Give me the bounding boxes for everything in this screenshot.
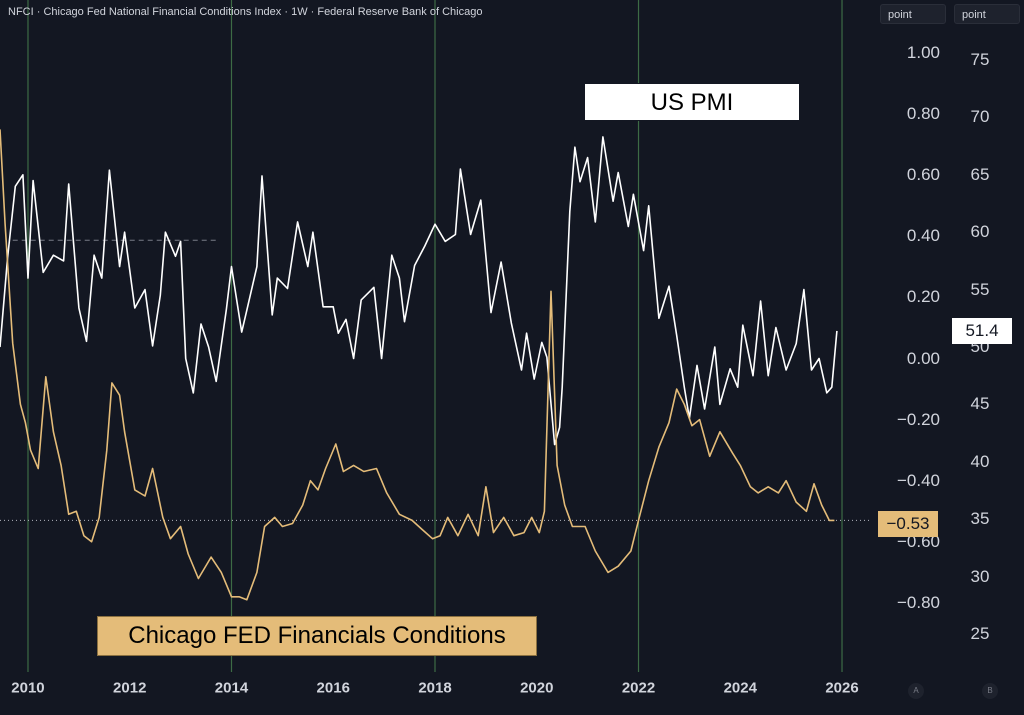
nfci-series-line [0, 129, 835, 601]
left-axis-tick-label: −0.20 [896, 409, 940, 429]
nfci-annotation-label: Chicago FED Financials Conditions [97, 616, 537, 656]
right-axis-unit-button[interactable]: point [954, 4, 1020, 24]
left-axis-tick-label: 0.20 [906, 287, 940, 307]
right-axis-tick-label: 25 [970, 624, 990, 643]
x-axis-tick-label: 2020 [520, 679, 554, 697]
x-axis-tick-label: 2014 [214, 679, 249, 697]
nfci-last-value-badge: −0.53 [878, 511, 938, 537]
x-axis-tick-label: 2016 [316, 679, 350, 697]
x-axis-tick-label: 2010 [11, 679, 45, 697]
x-axis-tick-label: 2026 [825, 679, 859, 697]
right-axis-tick-label: 75 [970, 50, 990, 69]
axis-a-button[interactable]: A [908, 683, 924, 699]
x-axis-tick-label: 2018 [418, 679, 452, 697]
left-axis-tick-label: 1.00 [906, 43, 940, 62]
right-axis-tick-label: 60 [970, 222, 990, 242]
right-axis-tick-label: 70 [970, 107, 990, 127]
right-axis-tick-label: 65 [970, 164, 990, 184]
chart-header-title: NFCI · Chicago Fed National Financial Co… [8, 6, 483, 18]
x-axis-tick-label: 2022 [621, 679, 656, 697]
left-axis-tick-label: 0.60 [906, 165, 940, 185]
left-axis-tick-label: 0.00 [906, 348, 940, 368]
right-axis-tick-label: 55 [970, 279, 990, 299]
right-axis-tick-label: 45 [970, 394, 990, 414]
left-axis-unit-button[interactable]: point [880, 4, 946, 24]
left-axis-tick-label: −0.80 [896, 592, 940, 612]
left-axis-tick-label: 0.40 [906, 226, 940, 246]
x-axis-tick-label: 2012 [113, 679, 147, 697]
right-axis-tick-label: 35 [970, 509, 990, 529]
axis-b-button[interactable]: B [982, 683, 998, 699]
left-axis-tick-label: 0.80 [906, 104, 940, 124]
pmi-annotation-label: US PMI [584, 83, 800, 121]
pmi-last-value-badge: 51.4 [952, 318, 1012, 344]
x-axis-tick-label: 2024 [723, 679, 757, 697]
right-axis-tick-label: 30 [970, 566, 990, 586]
right-axis-tick-label: 40 [970, 451, 990, 471]
pmi-series-line [0, 136, 838, 446]
left-axis-tick-label: −0.40 [896, 470, 940, 490]
